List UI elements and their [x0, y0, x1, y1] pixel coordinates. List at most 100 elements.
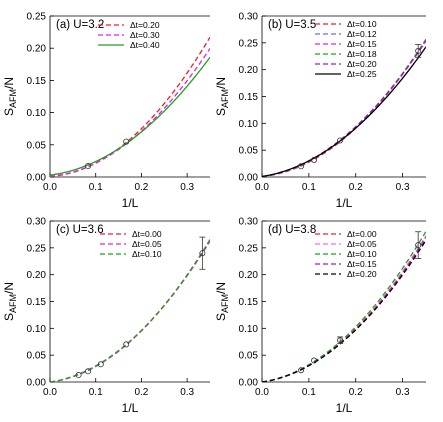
legend-label: Δt=0.20 [347, 59, 377, 69]
x-tick-label: 0.2 [349, 182, 363, 193]
x-axis-label: 1/L [336, 196, 353, 210]
legend-label: Δt=0.10 [132, 249, 162, 259]
y-tick-label: 0.20 [27, 270, 47, 281]
series-line [50, 36, 210, 177]
y-tick-label: 0.05 [27, 351, 47, 362]
legend-label: Δt=0.20 [130, 20, 160, 30]
y-tick-label: 0.00 [27, 378, 47, 389]
series-line [262, 46, 426, 177]
x-axis-label: 1/L [122, 196, 139, 210]
x-tick-label: 0.1 [89, 182, 103, 193]
y-label-rest: /N [214, 282, 228, 294]
x-tick-label: 0.2 [134, 182, 148, 193]
series-line [50, 240, 210, 382]
legend-label: Δt=0.00 [347, 229, 377, 239]
x-tick-label: 0.3 [180, 387, 194, 398]
x-tick-label: 0.0 [255, 182, 269, 193]
legend-label: Δt=0.30 [130, 30, 160, 40]
panel-title: (b) U=3.5 [268, 19, 316, 31]
data-point [311, 357, 318, 364]
y-tick-label: 0.00 [27, 173, 47, 184]
x-tick-label: 0.3 [396, 182, 410, 193]
y-label-main: S [214, 313, 228, 321]
x-tick-label: 0.2 [134, 387, 148, 398]
data-point [337, 337, 344, 344]
panel-title: (c) U=3.6 [56, 224, 104, 236]
chart-panel-2: 0.00 0.05 0.10 0.15 0.20 0.25 0.30 0.0 0.1 0.2 0.3… [214, 12, 426, 210]
data-point [311, 156, 318, 163]
y-tick-label: 0.00 [239, 378, 259, 389]
y-label-sub: AFM [220, 294, 230, 313]
legend-label: Δt=0.00 [132, 229, 162, 239]
y-tick-label: 0.15 [239, 297, 259, 308]
series-line [50, 239, 210, 382]
series-line [262, 239, 426, 382]
y-label-main: S [214, 108, 228, 116]
legend-label: Δt=0.25 [347, 69, 377, 79]
data-point [123, 138, 130, 145]
x-axis-label: 1/L [122, 401, 139, 415]
y-axis-label: SAFM/N [214, 77, 230, 116]
series-line [262, 39, 426, 177]
y-label-main: S [2, 108, 16, 116]
series-line [262, 38, 426, 177]
legend-label: Δt=0.10 [347, 19, 377, 29]
y-label-rest: /N [2, 282, 16, 294]
panel-title: (a) U=3.2 [56, 19, 104, 31]
y-tick-label: 0.15 [239, 92, 259, 103]
y-tick-label: 0.10 [27, 108, 47, 119]
series-line [262, 235, 426, 382]
y-tick-label: 0.30 [239, 217, 259, 228]
y-tick-label: 0.30 [239, 12, 259, 23]
series-line [262, 39, 426, 177]
series-line [50, 56, 210, 176]
y-axis-label: SAFM/N [214, 282, 230, 321]
panel-title: (d) U=3.8 [268, 224, 316, 236]
y-tick-label: 0.15 [27, 297, 47, 308]
y-tick-label: 0.25 [27, 12, 47, 23]
y-label-sub: AFM [220, 89, 230, 108]
series-line [262, 237, 426, 382]
series-line [50, 48, 210, 177]
y-tick-label: 0.10 [239, 324, 259, 335]
legend-label: Δt=0.15 [347, 259, 377, 269]
y-label-sub: AFM [8, 294, 18, 313]
chart-panel-3: 0.00 0.05 0.10 0.15 0.20 0.25 0.30 0.0 0.1 0.2 0.3… [2, 217, 210, 415]
chart-panel-4: 0.00 0.05 0.10 0.15 0.20 0.25 0.30 0.0 0.1 0.2 0.3… [214, 217, 426, 415]
series-line [262, 236, 426, 382]
data-point [75, 372, 82, 379]
legend-label: Δt=0.12 [347, 29, 377, 39]
y-tick-label: 0.05 [239, 351, 259, 362]
x-tick-label: 0.1 [89, 387, 103, 398]
series-line [50, 239, 210, 382]
legend-label: Δt=0.18 [347, 49, 377, 59]
y-label-rest: /N [2, 77, 16, 89]
y-tick-label: 0.10 [27, 324, 47, 335]
y-tick-label: 0.05 [239, 146, 259, 157]
series-line [262, 40, 426, 177]
data-point [97, 361, 104, 368]
y-tick-label: 0.30 [27, 217, 47, 228]
y-axis-label: SAFM/N [2, 77, 18, 116]
series-line [262, 231, 426, 382]
y-label-rest: /N [214, 77, 228, 89]
x-tick-label: 0.0 [43, 182, 57, 193]
y-tick-label: 0.25 [239, 38, 259, 49]
data-point [85, 163, 92, 170]
x-tick-label: 0.1 [302, 387, 316, 398]
data-point [298, 367, 305, 374]
x-tick-label: 0.1 [302, 182, 316, 193]
legend-label: Δt=0.05 [132, 239, 162, 249]
series-line [262, 38, 426, 177]
y-tick-label: 0.25 [239, 243, 259, 254]
y-tick-label: 0.25 [27, 243, 47, 254]
chart-panel-1: 0.00 0.05 0.10 0.15 0.20 0.25 0.0 0.1 0.2 0.3 1/L S… [2, 12, 210, 210]
data-point [415, 47, 422, 54]
y-tick-label: 0.10 [239, 119, 259, 130]
legend-label: Δt=0.40 [130, 40, 160, 50]
legend-label: Δt=0.10 [347, 249, 377, 259]
data-point [337, 137, 344, 144]
y-tick-label: 0.20 [27, 44, 47, 55]
y-axis-label: SAFM/N [2, 282, 18, 321]
